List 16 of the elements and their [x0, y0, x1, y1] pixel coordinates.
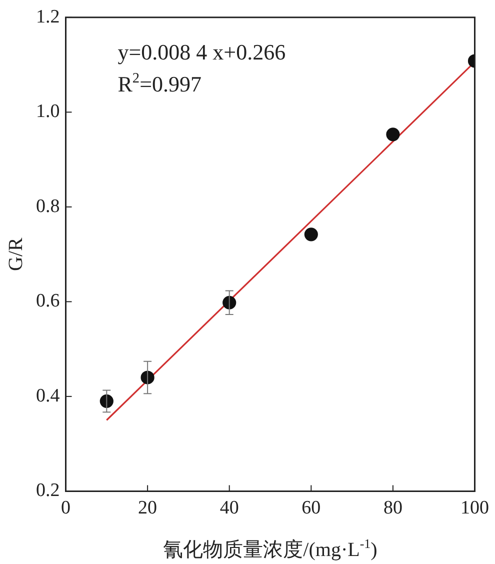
x-tick-label: 100 [460, 498, 489, 519]
y-tick-label: 0.6 [36, 290, 60, 312]
y-tick-label: 1.2 [36, 6, 60, 28]
y-tick-label: 0.2 [36, 480, 60, 502]
y-tick-label: 1.0 [36, 101, 60, 122]
point [386, 128, 400, 142]
x-tick-label: 60 [302, 498, 321, 519]
x-tick-label: 0 [61, 498, 70, 519]
y-tick-label: 0.4 [36, 385, 60, 406]
x-tick-label: 80 [383, 498, 402, 519]
point [304, 228, 318, 242]
y-tick-label: 0.8 [36, 196, 60, 217]
x-tick-label: 40 [220, 498, 239, 519]
x-tick-label: 20 [138, 498, 158, 519]
y-axis-title: G/R [5, 236, 27, 271]
annotation: y=0.008 4 x+0.266 [118, 39, 286, 64]
